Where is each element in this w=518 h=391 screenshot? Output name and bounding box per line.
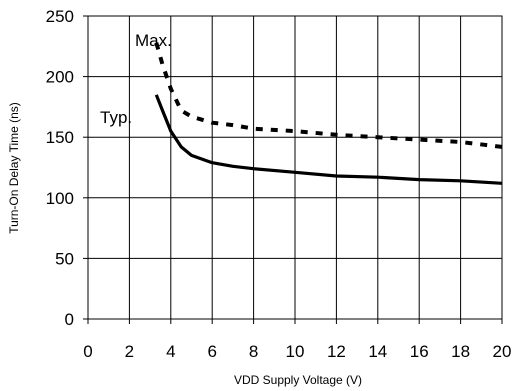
series-layer (154, 42, 503, 185)
y-tick-label: 50 (55, 249, 74, 268)
series-line-max (154, 42, 503, 149)
series-line-typ (154, 94, 503, 185)
y-axis-title: Turn-On Delay Time (ns) (7, 102, 21, 234)
x-tick-label: 20 (493, 342, 512, 361)
x-tick-label: 16 (410, 342, 429, 361)
x-tick-label: 10 (286, 342, 305, 361)
y-tick-label: 150 (46, 128, 74, 147)
x-tick-label: 6 (207, 342, 216, 361)
x-tick-label: 2 (125, 342, 134, 361)
x-tick-label: 0 (83, 342, 92, 361)
x-tick-label: 4 (166, 342, 175, 361)
annotation-typ: Typ. (100, 108, 132, 127)
y-tick-label: 100 (46, 189, 74, 208)
x-axis-title: VDD Supply Voltage (V) (234, 373, 362, 387)
axes (83, 15, 503, 324)
y-tick-label: 250 (46, 7, 74, 26)
x-tick-label: 8 (249, 342, 258, 361)
y-tick-label: 200 (46, 68, 74, 87)
plot-area-border (87, 15, 503, 320)
y-tick-label: 0 (65, 310, 74, 329)
x-tick-label: 12 (327, 342, 346, 361)
x-tick-label: 14 (368, 342, 387, 361)
annotation-max: Max. (135, 31, 172, 50)
grid-lines (87, 15, 503, 320)
x-tick-label: 18 (451, 342, 470, 361)
